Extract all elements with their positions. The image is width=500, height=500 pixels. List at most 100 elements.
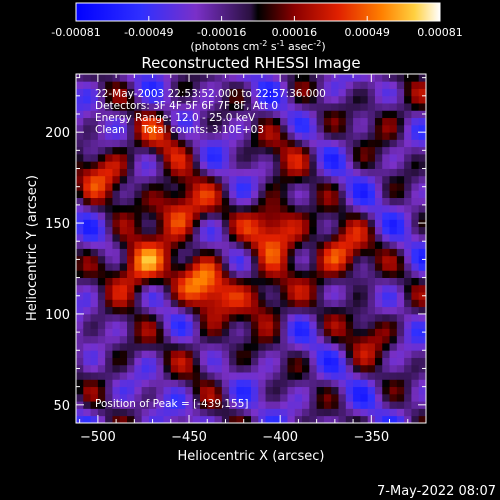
heatmap-cell [185, 190, 194, 199]
annotation-peak: Position of Peak = [-439,155] [95, 398, 249, 410]
heatmap-cell [156, 379, 164, 388]
heatmap-cell [258, 146, 266, 155]
heatmap-cell [258, 401, 266, 409]
heatmap-cell [367, 153, 376, 162]
heatmap-cell [214, 95, 223, 104]
heatmap-cell [170, 226, 179, 235]
heatmap-cell [178, 263, 186, 271]
heatmap-cell [396, 81, 405, 89]
heatmap-cell [148, 88, 157, 97]
heatmap-cell [119, 153, 128, 162]
heatmap-cell [345, 277, 354, 286]
heatmap-cell [83, 343, 91, 351]
heatmap-cell [156, 299, 164, 308]
heatmap-cell [411, 204, 420, 213]
heatmap-cell [404, 299, 412, 308]
heatmap-cell [272, 379, 281, 388]
heatmap-cell [185, 255, 194, 264]
heatmap-cell [411, 95, 420, 104]
heatmap-cell [119, 175, 128, 184]
heatmap-cell [243, 350, 252, 358]
heatmap-cell [294, 183, 303, 191]
heatmap-cell [345, 219, 354, 228]
heatmap-cell [119, 321, 128, 329]
heatmap-cell [280, 117, 288, 126]
heatmap-cell [287, 103, 296, 111]
heatmap-cell [127, 132, 135, 140]
heatmap-cell [134, 343, 143, 351]
heatmap-cell [374, 88, 383, 97]
heatmap-cell [331, 306, 339, 315]
heatmap-cell [199, 168, 208, 177]
heatmap-cell [316, 299, 325, 308]
heatmap-cell [243, 379, 252, 388]
heatmap-cell [178, 343, 186, 351]
heatmap-cell [76, 132, 84, 140]
heatmap-cell [90, 219, 99, 228]
heatmap-cell [418, 197, 426, 206]
heatmap-cell [163, 175, 172, 184]
heatmap-cell [170, 306, 179, 315]
heatmap-cell [302, 74, 310, 82]
x-tick-label: −400 [262, 430, 298, 445]
heatmap-cell [127, 74, 135, 82]
heatmap-cell [272, 204, 281, 213]
heatmap-cell [323, 335, 332, 344]
heatmap-cell [323, 372, 332, 380]
heatmap-cell [178, 255, 186, 264]
heatmap-cell [345, 183, 354, 191]
heatmap-cell [316, 197, 325, 206]
heatmap-cell [258, 124, 266, 133]
heatmap-cell [178, 175, 186, 184]
heatmap-cell [243, 161, 252, 169]
heatmap-cell [367, 313, 376, 322]
heatmap-cell [389, 306, 398, 315]
heatmap-cell [163, 95, 172, 104]
heatmap-cell [243, 313, 252, 322]
heatmap-cell [360, 233, 369, 242]
heatmap-cell [127, 197, 135, 206]
heatmap-cell [251, 328, 259, 337]
heatmap-cell [83, 255, 91, 264]
heatmap-cell [178, 372, 186, 380]
heatmap-cell [411, 117, 420, 126]
heatmap-cell [207, 328, 215, 337]
heatmap-cell [76, 321, 84, 329]
heatmap-cell [185, 161, 194, 169]
heatmap-cell [360, 175, 369, 184]
heatmap-cell [229, 226, 237, 235]
heatmap-cell [367, 219, 376, 228]
heatmap-cell [148, 350, 157, 358]
heatmap-cell [309, 103, 318, 111]
heatmap-cell [338, 212, 347, 220]
heatmap-cell [411, 270, 420, 278]
heatmap-cell [221, 350, 230, 358]
heatmap-cell [316, 284, 325, 293]
heatmap-cell [127, 408, 135, 417]
heatmap-cell [134, 153, 143, 162]
heatmap-cell [105, 132, 113, 140]
heatmap-cell [229, 306, 237, 315]
heatmap-cell [272, 139, 281, 148]
heatmap-cell [119, 161, 128, 169]
heatmap-cell [76, 204, 84, 213]
heatmap-cell [331, 153, 339, 162]
heatmap-cell [185, 197, 194, 206]
heatmap-cell [367, 132, 376, 140]
heatmap-cell [302, 335, 310, 344]
heatmap-cell [221, 292, 230, 300]
heatmap-cell [353, 306, 361, 315]
heatmap-cell [163, 219, 172, 228]
heatmap-cell [243, 255, 252, 264]
heatmap-cell [221, 263, 230, 271]
heatmap-cell [280, 343, 288, 351]
heatmap-cell [112, 408, 121, 417]
heatmap-cell [97, 241, 106, 249]
heatmap-cell [97, 386, 106, 395]
heatmap-cell [389, 408, 398, 417]
heatmap-cell [141, 153, 150, 162]
heatmap-cell [236, 357, 245, 366]
heatmap-cell [418, 350, 426, 358]
heatmap-cell [287, 335, 296, 344]
heatmap-cell [170, 132, 179, 140]
